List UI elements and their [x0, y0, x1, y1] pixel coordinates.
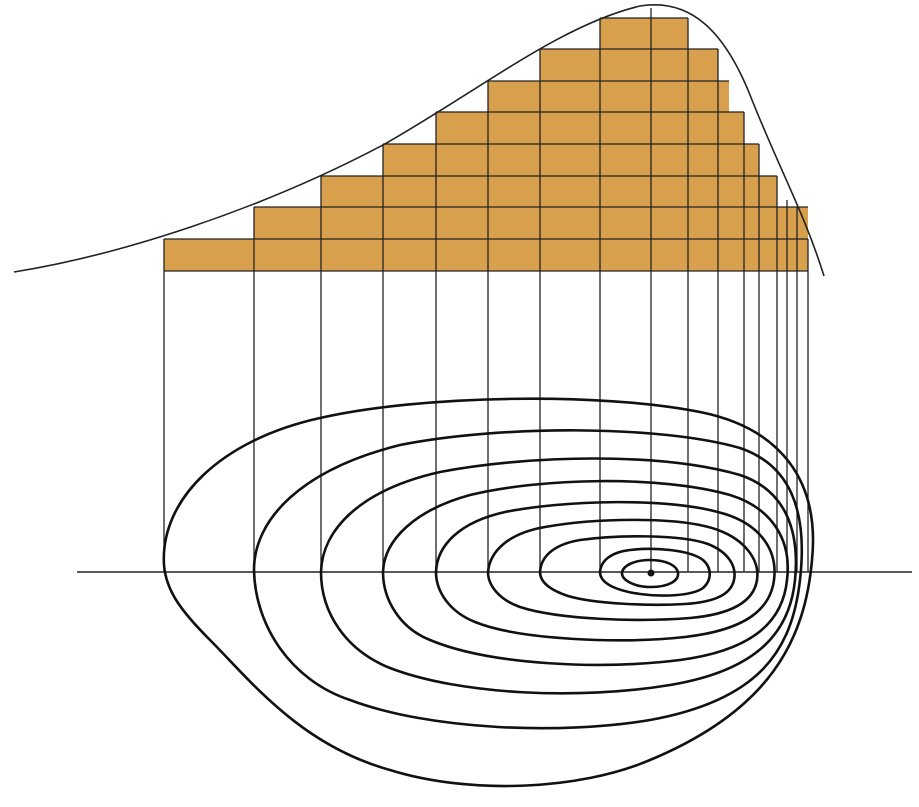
contour-line	[620, 558, 680, 589]
contour-line	[162, 397, 815, 788]
profile-level-lines	[164, 17, 808, 272]
contour-line	[319, 457, 798, 695]
summit-point	[647, 569, 655, 577]
profile-bar	[383, 144, 759, 176]
profile-bars	[164, 18, 808, 271]
contour-line	[434, 500, 776, 642]
profile-bar	[321, 176, 777, 207]
contour-line	[598, 547, 712, 597]
profile-curve	[13, 4, 825, 277]
contour-line	[538, 535, 736, 607]
profile-bar	[600, 18, 688, 49]
profile-bar	[254, 207, 808, 239]
profile-bar	[540, 49, 718, 81]
contour-line	[381, 479, 790, 667]
contour-lines	[162, 397, 815, 788]
contour-line	[252, 429, 804, 730]
profile-bar	[436, 112, 744, 144]
contour-line	[486, 518, 759, 622]
profile-bar	[164, 239, 808, 271]
profile-bar	[488, 81, 729, 112]
